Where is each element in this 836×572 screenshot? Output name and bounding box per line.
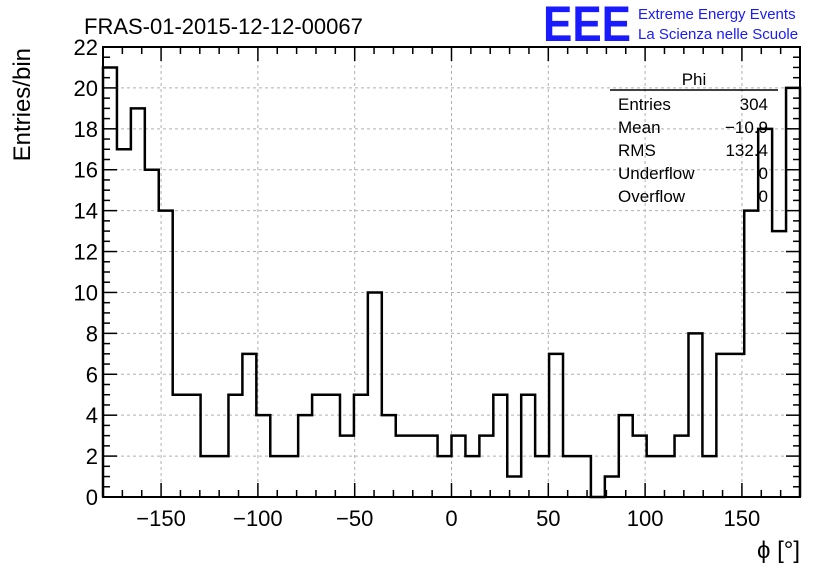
y-tick-label: 8	[86, 321, 98, 346]
y-tick-label: 0	[86, 485, 98, 510]
x-tick-label: 100	[627, 506, 664, 531]
axis-ticks	[103, 46, 800, 498]
y-tick-label: 10	[74, 280, 98, 305]
eee-logo: EEE	[543, 0, 631, 52]
chart-title: FRAS-01-2015-12-12-00067	[84, 14, 363, 39]
stats-value-entries: 304	[740, 95, 768, 114]
stats-value-mean: −10.9	[725, 118, 768, 137]
stats-box: Phi Entries 304 Mean −10.9 RMS 132.4 Und…	[610, 70, 778, 206]
y-tick-label: 16	[74, 158, 98, 183]
x-axis-label: ϕ [°]	[757, 537, 800, 564]
x-tick-label: −100	[233, 506, 283, 531]
stats-value-overflow: 0	[759, 187, 768, 206]
y-axis-label: Entries/bin	[9, 48, 36, 161]
stats-label-underflow: Underflow	[618, 164, 695, 183]
stats-value-underflow: 0	[759, 164, 768, 183]
x-tick-label: −50	[336, 506, 373, 531]
grid-lines	[103, 47, 800, 497]
stats-label-overflow: Overflow	[618, 187, 686, 206]
stats-title: Phi	[682, 70, 707, 89]
brand-line-2: La Scienza nelle Scuole	[638, 26, 798, 43]
stats-label-rms: RMS	[618, 141, 656, 160]
y-tick-label: 4	[86, 403, 98, 428]
tick-labels: −150 −100 −50 0 50 100 150 0 2 4 6 8 10 12 14 16 18 20 22	[74, 35, 761, 531]
y-tick-label: 18	[74, 117, 98, 142]
stats-label-entries: Entries	[618, 95, 671, 114]
y-tick-label: 2	[86, 444, 98, 469]
y-tick-label: 22	[74, 35, 98, 60]
histogram-outline	[101, 66, 802, 499]
x-tick-label: −150	[136, 506, 186, 531]
x-tick-label: 150	[724, 506, 761, 531]
y-tick-label: 12	[74, 240, 98, 265]
stats-label-mean: Mean	[618, 118, 661, 137]
stats-value-rms: 132.4	[725, 141, 768, 160]
brand-block: EEE Extreme Energy Events La Scienza nel…	[543, 0, 798, 52]
x-tick-label: 0	[445, 506, 457, 531]
brand-line-1: Extreme Energy Events	[638, 6, 796, 23]
y-tick-label: 14	[74, 199, 98, 224]
y-tick-label: 6	[86, 362, 98, 387]
y-tick-label: 20	[74, 76, 98, 101]
x-tick-label: 50	[536, 506, 560, 531]
